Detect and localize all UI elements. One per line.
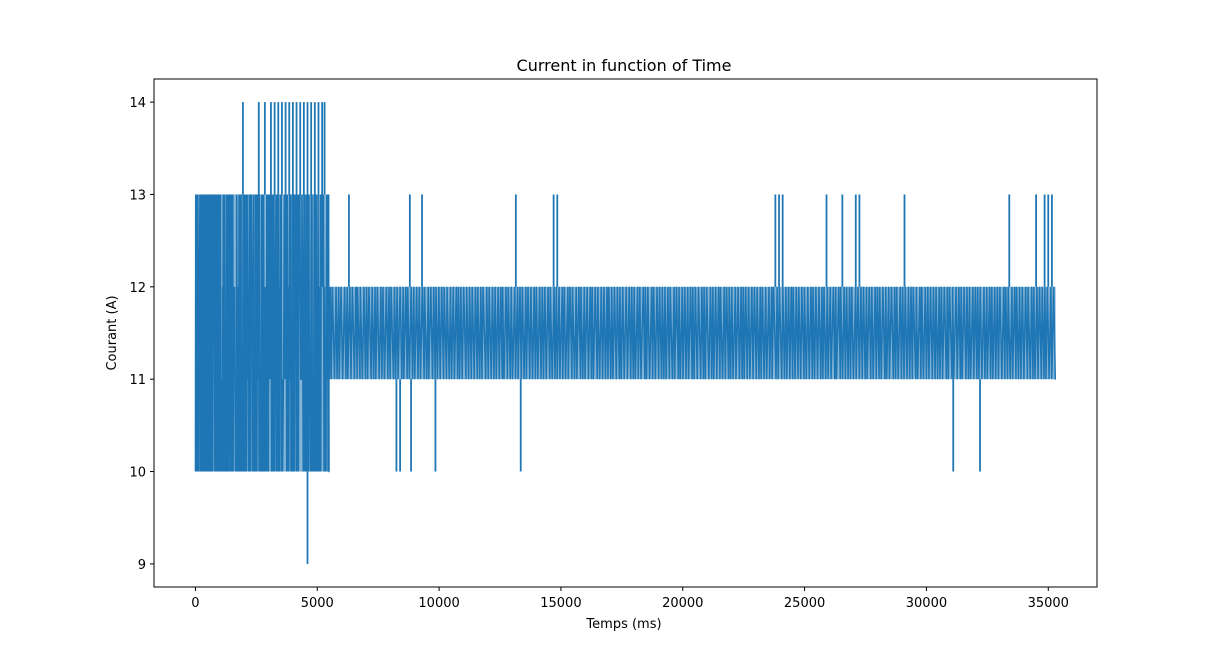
y-tick-label: 14 <box>129 96 146 111</box>
series-dense-band <box>195 194 330 472</box>
x-tick-label: 20000 <box>662 596 703 611</box>
x-tick-label: 15000 <box>540 596 581 611</box>
chart-title: Current in function of Time <box>517 56 732 75</box>
axes-frame <box>153 78 1098 588</box>
y-axis-label: Courant (A) <box>105 295 120 370</box>
x-tick-label: 35000 <box>1028 596 1069 611</box>
x-tick-label: 5000 <box>301 596 334 611</box>
y-tick-label: 13 <box>129 188 146 203</box>
y-tick-label: 9 <box>138 558 146 573</box>
x-axis-ticks: 0 5000 10000 15000 20000 25000 30000 35000 <box>191 587 1069 611</box>
y-axis-ticks: 9 10 11 12 13 14 <box>129 96 154 573</box>
x-tick-label: 0 <box>191 596 199 611</box>
y-tick-label: 10 <box>129 466 146 481</box>
x-tick-label: 10000 <box>418 596 459 611</box>
x-axis-label: Temps (ms) <box>585 617 661 632</box>
x-tick-label: 30000 <box>906 596 947 611</box>
y-tick-label: 11 <box>129 373 146 388</box>
x-tick-label: 25000 <box>784 596 825 611</box>
y-tick-label: 12 <box>129 281 146 296</box>
series-dense-band <box>329 286 1056 380</box>
plot-area <box>194 102 1057 564</box>
